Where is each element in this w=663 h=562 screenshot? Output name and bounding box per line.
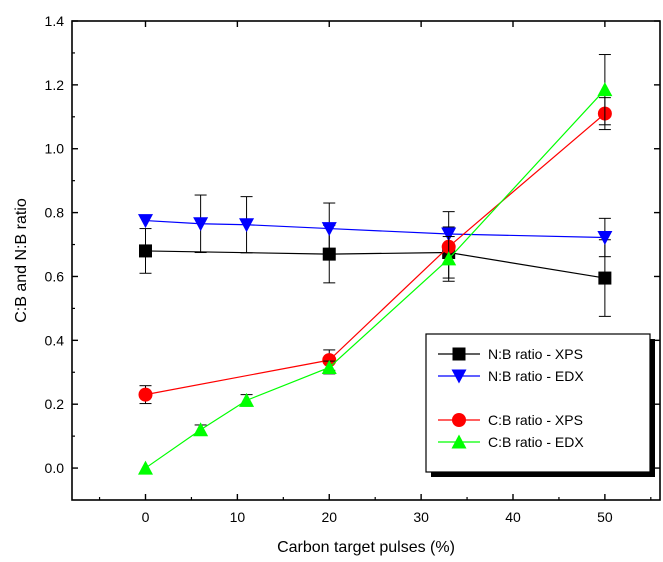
- data-point: [441, 227, 457, 242]
- data-point: [193, 217, 209, 232]
- data-point: [193, 422, 209, 437]
- legend-marker: [451, 369, 467, 384]
- legend-marker: [451, 434, 467, 449]
- data-point: [441, 251, 457, 266]
- legend-entry: C:B ratio - XPS: [488, 412, 583, 428]
- data-point: [597, 231, 613, 246]
- legend: N:B ratio - XPS N:B ratio - EDX C:B ratio …: [425, 333, 655, 477]
- x-axis-label: Carbon target pulses (%): [277, 539, 455, 556]
- data-point: [321, 359, 337, 374]
- y-tick-label: 0.2: [45, 396, 65, 412]
- legend-entry: N:B ratio - XPS: [488, 346, 583, 362]
- x-tick-label: 0: [142, 509, 150, 525]
- data-point: [598, 271, 612, 285]
- series-line: [145, 89, 606, 469]
- series-line: [145, 113, 606, 396]
- y-axis-label: C:B and N:B ratio: [13, 198, 30, 323]
- data-point: [138, 214, 153, 229]
- y-tick-label: 1.2: [45, 77, 65, 93]
- series-line: [145, 219, 605, 239]
- data-point: [321, 222, 337, 237]
- series-1: [139, 224, 612, 317]
- series-3: [138, 97, 612, 405]
- data-point: [597, 82, 613, 97]
- data-point: [239, 218, 255, 233]
- y-tick-label: 0.0: [45, 460, 65, 476]
- series-2: [138, 194, 613, 258]
- data-point: [239, 392, 255, 407]
- x-tick-label: 10: [230, 509, 246, 525]
- x-tick-label: 40: [505, 509, 521, 525]
- x-tick-label: 20: [321, 509, 337, 525]
- legend-entry: N:B ratio - EDX: [488, 368, 584, 384]
- series-line: [145, 250, 605, 279]
- x-tick-label: 50: [597, 509, 613, 525]
- axis-ticks: 0 10 20 30 40 50 0.0 0.2 0.4 0.6 0.8 1.0 1.2 1.4: [45, 13, 660, 525]
- plot-frame: [71, 20, 661, 501]
- y-tick-label: 1.0: [45, 141, 65, 157]
- y-tick-label: 0.8: [45, 205, 65, 221]
- data-point: [138, 387, 153, 402]
- legend-marker: [452, 413, 466, 427]
- y-tick-label: 0.4: [45, 332, 65, 348]
- y-tick-label: 0.6: [45, 268, 65, 284]
- series-4: [138, 54, 613, 475]
- x-tick-label: 30: [413, 509, 429, 525]
- y-tick-label: 1.4: [45, 13, 65, 29]
- series-layer: [138, 54, 613, 475]
- data-point: [138, 460, 153, 475]
- legend-entry: C:B ratio - EDX: [488, 434, 584, 450]
- data-point: [139, 244, 152, 258]
- legend-marker: [452, 347, 466, 361]
- plot-border: [71, 20, 661, 501]
